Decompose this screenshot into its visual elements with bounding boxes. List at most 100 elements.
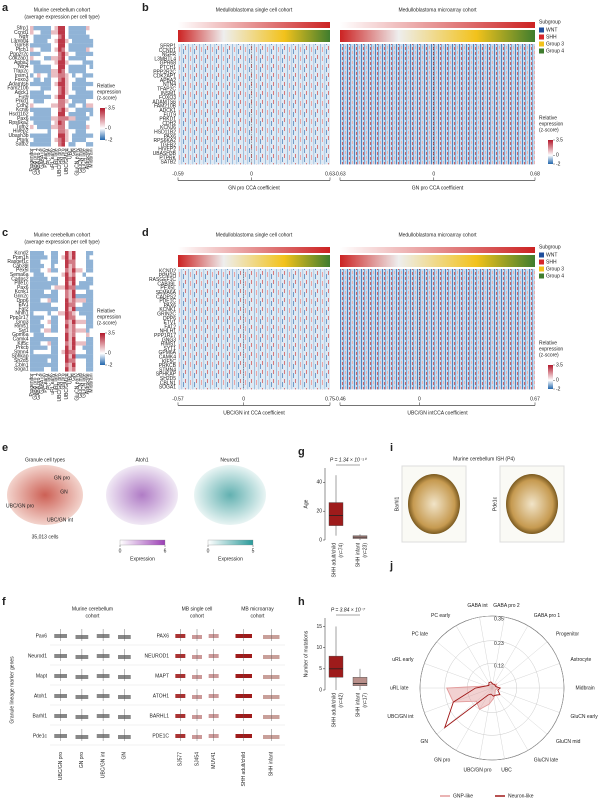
heatmap-cell [79, 315, 83, 320]
heatmap-cell [44, 332, 48, 338]
heatmap-cell [51, 268, 55, 273]
x-axis-label: UBC/GN int CCA coefficient [223, 411, 285, 417]
heatmap-cell [79, 90, 83, 95]
gene-label: PRKCB [159, 363, 177, 369]
colorbar-tick-label: -2 [108, 137, 113, 143]
heatmap-cell [51, 69, 55, 74]
heatmap-cell [65, 38, 69, 44]
heatmap-cell [33, 276, 38, 282]
colorbar [119, 539, 166, 546]
heatmap-cell [75, 51, 80, 57]
heatmap-cell [58, 306, 62, 312]
heatmap-cell [61, 349, 66, 355]
heatmap-cell [65, 60, 69, 65]
heatmap-cell [30, 281, 34, 286]
heatmap-cell [86, 112, 90, 117]
heatmap-cell [61, 324, 66, 329]
heatmap-cell [86, 90, 90, 95]
heatmap-cell [51, 137, 55, 143]
heatmap-cell [37, 103, 41, 108]
gene-label: Kif5c [17, 341, 29, 347]
heatmap-cell [82, 268, 87, 273]
heatmap-cell [75, 319, 80, 325]
heatmap-cell [61, 294, 66, 299]
heatmap-cell [61, 259, 66, 265]
y-tick-label: 0 [319, 687, 322, 693]
colorbar-label: (z-score) [97, 95, 117, 101]
panel-label: a [2, 2, 9, 14]
heatmap-cell [72, 116, 76, 121]
heatmap-cell [33, 47, 38, 52]
heatmap-cell [44, 272, 48, 277]
heatmap-cell [47, 56, 52, 61]
heatmap-cell [30, 362, 34, 368]
heatmap-cell [30, 285, 34, 290]
heatmap-cell [44, 319, 48, 325]
heatmap-cell [82, 311, 87, 316]
heatmap-cell [75, 107, 80, 113]
heatmap-cell [51, 90, 55, 95]
category-label: GluCN early [570, 714, 598, 720]
heatmap-cell [86, 276, 90, 282]
heatmap-cell [72, 263, 76, 269]
category-label: GN pro [434, 758, 450, 764]
heatmap-cell [51, 259, 55, 265]
heatmap-cell [47, 30, 52, 35]
heatmap-cell [68, 281, 73, 286]
cluster-label: UBC/GN int [47, 517, 74, 523]
cell-type-label: UBC/GN int [64, 148, 70, 175]
heatmap-cell [68, 349, 73, 355]
heatmap-cell [75, 81, 80, 87]
gene-label: SOGA1 [159, 385, 176, 391]
heatmap-cell [79, 43, 83, 48]
heatmap-cell [33, 112, 38, 117]
legend-label: SHH [546, 34, 557, 40]
heatmap-cell [51, 51, 55, 57]
heatmap-cell [30, 103, 34, 108]
y-axis-label: Age [303, 499, 309, 508]
heatmap-cell [33, 306, 38, 312]
heatmap-cell [37, 294, 41, 299]
heatmap-cell [86, 60, 90, 65]
heatmap-cell [75, 133, 80, 138]
colorbar [207, 539, 254, 546]
heatmap-cell [40, 272, 45, 277]
heatmap-cell [33, 69, 38, 74]
heatmap-cell [54, 272, 59, 277]
heatmap-cell [65, 272, 69, 277]
cell-type-label: GN [71, 373, 77, 381]
heatmap-cell [82, 120, 87, 126]
heatmap-cell [82, 255, 87, 260]
cell-type-label: uRL late [54, 373, 60, 392]
heatmap-cell [40, 358, 45, 363]
heatmap-cell [68, 259, 73, 265]
x-tick-label: 0.63 [325, 172, 335, 178]
heatmap-cell [51, 298, 55, 303]
gene-label: Insm1 [15, 73, 29, 79]
heatmap-cell [51, 337, 55, 342]
category-label: SHH adult/child [331, 543, 337, 578]
heatmap-cell [33, 26, 38, 31]
heatmap-cell [61, 129, 66, 134]
heatmap-cell [72, 142, 76, 147]
group-label: GN pro [79, 752, 85, 768]
heatmap-cell [89, 289, 94, 295]
heatmap-cell [47, 358, 52, 363]
heatmap-cell [54, 332, 59, 338]
heatmap-cell [58, 60, 62, 65]
heatmap-cell [79, 99, 83, 104]
spoke [479, 617, 493, 689]
heatmap-cell [79, 94, 83, 100]
heatmap-cell [79, 64, 83, 70]
heatmap-cell [58, 341, 62, 346]
heatmap-cell [75, 349, 80, 355]
spoke [491, 687, 529, 751]
heatmap-cell [72, 120, 76, 126]
heatmap-cell [79, 81, 83, 87]
heatmap-cell [44, 367, 48, 372]
heatmap-cell [65, 51, 69, 57]
heatmap-cell [51, 354, 55, 359]
heatmap-cell [79, 124, 83, 130]
heatmap-cell [68, 73, 73, 78]
gene-label: CDK2AP1 [153, 74, 176, 80]
